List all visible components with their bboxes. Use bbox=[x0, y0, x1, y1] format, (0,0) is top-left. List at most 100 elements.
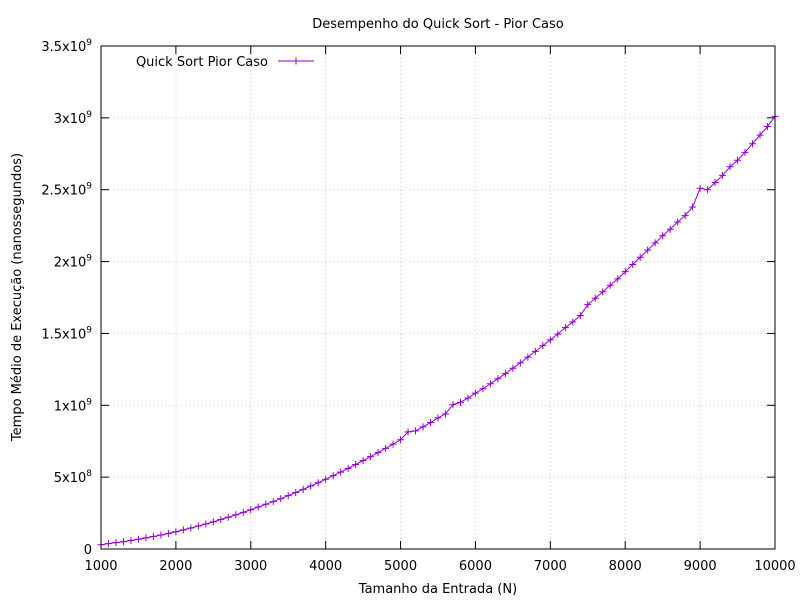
data-point bbox=[374, 449, 382, 457]
legend: Quick Sort Pior Caso bbox=[136, 55, 314, 70]
data-point bbox=[456, 398, 464, 406]
y-tick-label: 3x109 bbox=[54, 110, 93, 127]
data-point bbox=[172, 528, 180, 536]
data-point bbox=[449, 401, 457, 409]
data-point bbox=[554, 330, 562, 338]
data-point bbox=[606, 281, 614, 289]
data-point bbox=[764, 122, 772, 130]
y-tick-labels: 0 5x108 1x109 1.5x109 2x109 2.5x109 3x109 3.5x1… bbox=[41, 38, 92, 558]
plot-frame bbox=[100, 45, 776, 550]
data-point bbox=[269, 498, 277, 506]
data-point bbox=[322, 475, 330, 483]
data-point bbox=[262, 500, 270, 508]
data-point bbox=[501, 370, 509, 378]
data-point bbox=[629, 260, 637, 268]
data-point bbox=[307, 482, 315, 490]
data-point bbox=[104, 540, 112, 548]
x-tick-label: 4000 bbox=[309, 559, 342, 574]
data-point bbox=[142, 534, 150, 542]
data-point bbox=[127, 537, 135, 545]
data-point bbox=[367, 453, 375, 461]
data-point bbox=[464, 394, 472, 402]
data-point bbox=[734, 156, 742, 164]
axis-ticks bbox=[100, 45, 776, 550]
data-point bbox=[651, 239, 659, 247]
x-tick-label: 8000 bbox=[609, 559, 642, 574]
data-point bbox=[209, 518, 217, 526]
data-point bbox=[576, 311, 584, 319]
data-point bbox=[674, 218, 682, 226]
x-tick-label: 7000 bbox=[534, 559, 567, 574]
data-point bbox=[292, 489, 300, 497]
x-tick-label: 10000 bbox=[754, 559, 795, 574]
data-point bbox=[696, 184, 704, 192]
data-point bbox=[756, 131, 764, 139]
y-tick-label: 5x108 bbox=[54, 469, 93, 486]
data-point bbox=[434, 414, 442, 422]
data-point bbox=[164, 529, 172, 537]
data-point bbox=[314, 479, 322, 487]
data-point bbox=[741, 148, 749, 156]
data-point bbox=[232, 511, 240, 519]
data-point bbox=[247, 506, 255, 514]
data-point bbox=[284, 492, 292, 500]
data-point bbox=[389, 440, 397, 448]
data-point bbox=[719, 171, 727, 179]
data-point bbox=[359, 457, 367, 465]
data-point bbox=[119, 538, 127, 546]
data-point bbox=[644, 246, 652, 254]
data-point bbox=[666, 225, 674, 233]
data-point bbox=[726, 163, 734, 171]
data-point bbox=[546, 336, 554, 344]
data-point bbox=[569, 318, 577, 326]
data-point bbox=[689, 203, 697, 211]
data-point bbox=[344, 464, 352, 472]
y-axis-title: Tempo Médio de Execução (nanossegundos) bbox=[10, 153, 25, 442]
data-point bbox=[561, 324, 569, 332]
x-tick-label: 2000 bbox=[159, 559, 192, 574]
x-tick-label: 6000 bbox=[459, 559, 492, 574]
data-point bbox=[614, 275, 622, 283]
data-point bbox=[659, 232, 667, 240]
chart-title: Desempenho do Quick Sort - Pior Caso bbox=[312, 17, 564, 32]
data-point bbox=[254, 503, 262, 511]
data-point bbox=[217, 516, 225, 524]
data-point bbox=[621, 268, 629, 276]
data-point bbox=[224, 513, 232, 521]
data-point bbox=[404, 428, 412, 436]
data-point bbox=[277, 495, 285, 503]
data-point bbox=[524, 353, 532, 361]
data-point bbox=[584, 301, 592, 309]
data-point bbox=[471, 389, 479, 397]
grid bbox=[101, 46, 775, 549]
x-tick-label: 1000 bbox=[84, 559, 117, 574]
data-point bbox=[157, 531, 165, 539]
data-point bbox=[711, 179, 719, 187]
y-tick-label: 1.5x109 bbox=[41, 325, 92, 342]
x-tick-labels: 1000 2000 3000 4000 5000 6000 7000 8000 9000 1000… bbox=[84, 559, 795, 574]
data-point bbox=[486, 380, 494, 388]
data-point bbox=[479, 385, 487, 393]
data-point bbox=[352, 460, 360, 468]
data-point bbox=[516, 359, 524, 367]
data-point bbox=[412, 427, 420, 435]
data-point bbox=[397, 436, 405, 444]
data-point bbox=[427, 419, 435, 427]
data-point bbox=[749, 140, 757, 148]
data-point bbox=[509, 364, 517, 372]
data-point bbox=[179, 526, 187, 534]
y-tick-label: 2.5x109 bbox=[41, 182, 92, 199]
y-tick-label: 2x109 bbox=[54, 254, 93, 271]
data-point bbox=[441, 410, 449, 418]
data-point bbox=[239, 508, 247, 516]
series-layer bbox=[97, 112, 779, 549]
data-point bbox=[149, 532, 157, 540]
legend-marker bbox=[292, 57, 300, 65]
series-line bbox=[100, 116, 776, 546]
x-tick-label: 9000 bbox=[684, 559, 717, 574]
data-point bbox=[382, 444, 390, 452]
data-point bbox=[419, 423, 427, 431]
legend-marker-plus bbox=[292, 57, 300, 65]
data-point bbox=[704, 186, 712, 194]
legend-label: Quick Sort Pior Caso bbox=[136, 55, 268, 70]
